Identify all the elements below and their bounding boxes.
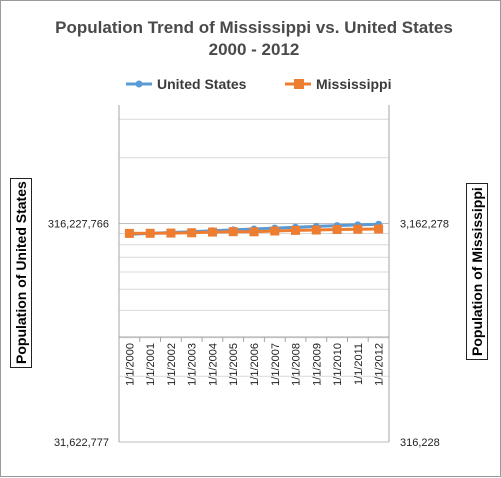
- gridlines: [119, 118, 389, 443]
- category-label-1: 1/1/2001: [145, 343, 157, 386]
- point-mississippi-2: [166, 228, 176, 238]
- category-label-4: 1/1/2004: [208, 343, 220, 386]
- category-label-10: 1/1/2010: [332, 343, 344, 386]
- category-label-3: 1/1/2003: [187, 343, 199, 386]
- legend-label-united-states: United States: [157, 76, 247, 92]
- category-label-0: 1/1/2000: [124, 343, 136, 386]
- point-mississippi-0: [124, 228, 134, 238]
- point-mississippi-11: [353, 224, 363, 234]
- point-mississippi-12: [374, 224, 384, 234]
- category-label-11: 1/1/2011: [353, 343, 365, 385]
- point-mississippi-7: [270, 226, 280, 236]
- point-mississippi-1: [145, 228, 155, 238]
- category-label-6: 1/1/2006: [249, 343, 261, 386]
- category-label-12: 1/1/2012: [374, 343, 386, 386]
- series-layer: [124, 220, 384, 238]
- category-label-7: 1/1/2007: [270, 343, 282, 386]
- point-mississippi-5: [228, 227, 238, 237]
- left-axis-ticks: 31,622,777 316,227,766: [48, 219, 109, 450]
- right-axis-ticks: 316,228 3,162,278: [400, 219, 449, 450]
- category-label-5: 1/1/2005: [228, 343, 240, 386]
- legend: United States Mississippi: [126, 76, 391, 92]
- right-axis-title: Population of Mississippi: [466, 183, 488, 360]
- category-label-9: 1/1/2009: [311, 343, 323, 386]
- point-mississippi-6: [249, 227, 259, 237]
- axes: [118, 105, 390, 442]
- point-mississippi-9: [311, 225, 321, 235]
- left-axis-title: Population of United States: [10, 178, 32, 368]
- right-tick-label-1: 3,162,278: [400, 219, 449, 231]
- point-mississippi-4: [208, 227, 217, 237]
- category-label-8: 1/1/2008: [291, 343, 303, 386]
- right-tick-label-0: 316,228: [400, 437, 440, 449]
- left-tick-label-0: 31,622,777: [54, 437, 109, 449]
- point-mississippi-8: [291, 225, 300, 235]
- chart-title: Population Trend of Mississippi vs. Unit…: [55, 18, 453, 37]
- point-mississippi-10: [332, 225, 342, 234]
- category-labels: 1/1/2000 1/1/2001 1/1/2002 1/1/2003 1/1/2004…: [124, 343, 385, 386]
- legend-marker-united-states: [135, 80, 143, 88]
- point-mississippi-3: [187, 228, 197, 238]
- legend-label-mississippi: Mississippi: [316, 76, 391, 92]
- chart-subtitle: 2000 - 2012: [209, 40, 300, 59]
- legend-marker-mississippi: [294, 79, 304, 89]
- left-tick-label-1: 316,227,766: [48, 219, 109, 231]
- category-label-2: 1/1/2002: [166, 343, 178, 386]
